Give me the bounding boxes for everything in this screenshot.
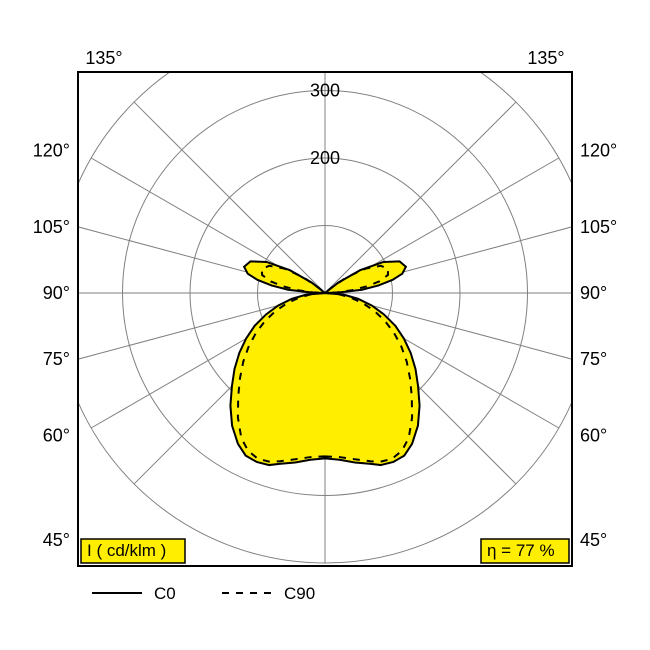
- legend-label-c90: C90: [284, 584, 315, 603]
- polar-chart: 200 300 45° 60° 75° 90° 105° 120° 135° 45° 60° 75° 9…: [0, 0, 650, 650]
- angle-label-left-60: 60°: [43, 426, 70, 446]
- efficiency-box-text: η = 77 %: [487, 541, 555, 560]
- ring-label-300: 300: [310, 81, 340, 101]
- unit-box-text: I ( cd/klm ): [87, 541, 166, 560]
- angle-label-left-75: 75°: [43, 349, 70, 369]
- angle-label-left-105: 105°: [33, 217, 70, 237]
- angle-label-right-105: 105°: [580, 217, 617, 237]
- angle-label-right-120: 120°: [580, 140, 617, 160]
- angle-label-right-60: 60°: [580, 426, 607, 446]
- angle-label-right-75: 75°: [580, 349, 607, 369]
- series-C0: [230, 261, 419, 465]
- angle-label-left-45: 45°: [43, 530, 70, 550]
- ring-label-200: 200: [310, 148, 340, 168]
- series-group: [230, 261, 419, 465]
- angle-label-left-90: 90°: [43, 283, 70, 303]
- angle-label-left-135: 135°: [85, 48, 122, 68]
- angle-label-right-90: 90°: [580, 283, 607, 303]
- angle-label-right-135: 135°: [527, 48, 564, 68]
- legend-label-c0: C0: [154, 584, 176, 603]
- angle-label-right-45: 45°: [580, 530, 607, 550]
- angle-label-left-120: 120°: [33, 140, 70, 160]
